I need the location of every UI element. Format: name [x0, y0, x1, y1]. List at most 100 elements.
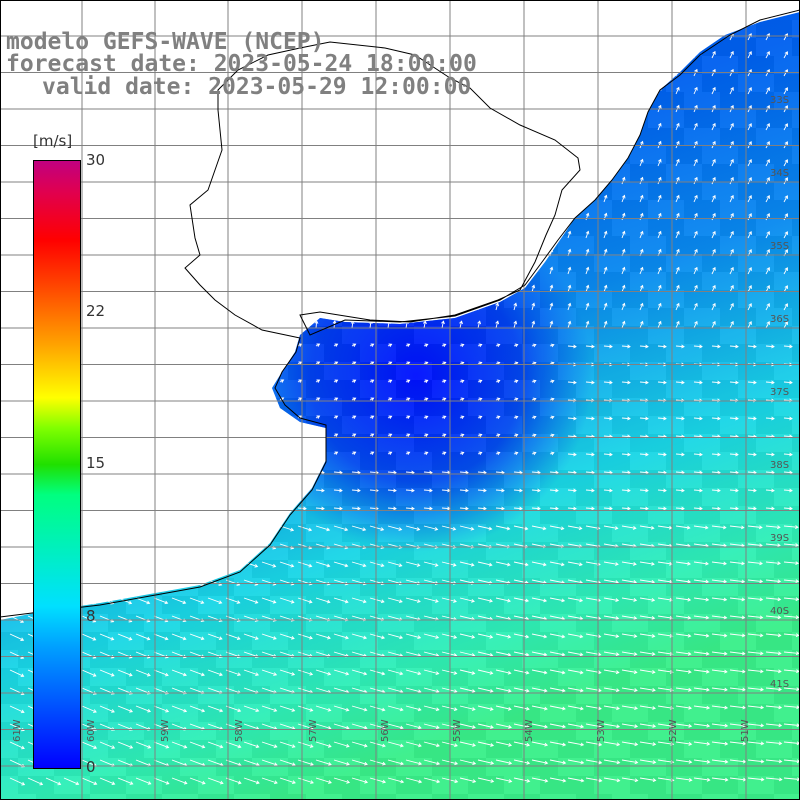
wind-arrow	[567, 345, 577, 348]
wind-arrow	[207, 451, 212, 455]
wind-arrowhead	[676, 140, 680, 145]
wind-arrowhead	[368, 230, 373, 234]
wind-arrowhead	[364, 761, 368, 766]
wind-arrow	[783, 723, 800, 726]
wind-arrowhead	[470, 526, 475, 531]
wind-arrow	[243, 633, 259, 640]
wind-arrow	[207, 379, 212, 383]
wind-arrowhead	[260, 176, 265, 180]
wind-arrowhead	[609, 506, 613, 511]
wind-arrow	[117, 320, 119, 329]
wind-arrowhead	[603, 320, 608, 325]
wind-arrowhead	[784, 303, 788, 307]
wind-arrowhead	[242, 320, 247, 324]
wind-arrowhead	[20, 709, 25, 714]
wind-arrow	[369, 303, 372, 311]
wind-arrowhead	[759, 615, 764, 620]
wind-arrowhead	[169, 320, 174, 324]
wind-arrowhead	[712, 158, 716, 163]
wind-arrowhead	[20, 601, 24, 605]
wind-arrowhead	[490, 725, 494, 729]
wind-arrow	[459, 507, 469, 510]
lon-label: 56W	[380, 719, 391, 742]
wind-arrowhead	[627, 452, 631, 457]
wind-arrowhead	[639, 158, 644, 163]
wind-arrowhead	[478, 379, 483, 384]
wind-arrowhead	[603, 266, 608, 271]
wind-arrow	[657, 687, 674, 691]
lon-label: 52W	[668, 719, 679, 742]
wind-arrowhead	[567, 68, 572, 73]
wind-arrow	[549, 195, 553, 203]
wind-arrowhead	[206, 176, 210, 180]
wind-arrowhead	[200, 600, 205, 605]
wind-arrow	[783, 705, 800, 708]
wind-arrow	[729, 741, 746, 745]
wind-arrowhead	[429, 488, 433, 493]
wind-arrowhead	[579, 670, 584, 675]
wind-arrow	[315, 302, 318, 311]
wind-arrowhead	[621, 68, 626, 73]
wind-arrowhead	[789, 344, 793, 349]
wind-arrow	[585, 525, 600, 529]
wind-arrow	[387, 669, 403, 675]
wind-arrow	[9, 561, 24, 569]
wind-arrow	[81, 579, 96, 587]
wind-arrowhead	[724, 687, 728, 692]
wind-arrow	[711, 195, 716, 203]
wind-arrowhead	[334, 451, 339, 455]
wind-arrowhead	[200, 564, 205, 568]
wind-arrowhead	[224, 176, 228, 180]
wind-arrowhead	[208, 415, 213, 419]
wind-arrow	[675, 687, 692, 691]
wind-arrowhead	[676, 302, 680, 307]
wind-arrowhead	[766, 195, 770, 199]
wind-arrow	[315, 158, 318, 167]
wind-arrowhead	[453, 599, 457, 603]
wind-arrow	[549, 597, 565, 602]
wind-arrowhead	[777, 651, 782, 656]
wind-arrow	[243, 361, 248, 365]
wind-arrow	[693, 159, 698, 167]
wind-arrow	[783, 687, 800, 690]
wind-arrowhead	[766, 321, 770, 325]
wind-arrow	[711, 741, 728, 745]
wind-arrow	[441, 687, 457, 693]
wind-arrow	[153, 343, 158, 347]
wind-arrowhead	[206, 320, 210, 324]
wind-arrowhead	[93, 745, 98, 749]
wind-arrowhead	[472, 761, 477, 766]
wind-arrow	[351, 597, 367, 603]
wind-arrow	[99, 343, 104, 347]
wind-arrow	[729, 489, 739, 492]
wind-arrowhead	[133, 320, 138, 324]
wind-arrowhead	[514, 379, 519, 384]
wind-arrow	[729, 33, 734, 41]
wind-arrow	[117, 451, 122, 455]
wind-arrowhead	[128, 636, 133, 641]
wind-arrowhead	[224, 140, 228, 144]
wind-arrowhead	[169, 104, 174, 108]
wind-arrow	[621, 633, 637, 637]
wind-arrowhead	[133, 212, 138, 216]
wind-arrow	[26, 87, 29, 95]
wind-arrow	[189, 561, 204, 568]
wind-arrow	[513, 597, 529, 602]
wind-arrowhead	[513, 212, 518, 217]
wind-arrowhead	[285, 488, 289, 493]
wind-arrowhead	[332, 266, 337, 270]
wind-arrowhead	[280, 397, 285, 401]
wind-arrow	[783, 759, 800, 762]
wind-arrowhead	[634, 706, 638, 711]
wind-arrow	[243, 433, 248, 437]
wind-arrow	[711, 177, 716, 185]
wind-arrow	[639, 417, 649, 420]
wind-arrow	[261, 561, 276, 567]
wind-arrow	[351, 489, 361, 492]
wind-arrowhead	[639, 302, 644, 307]
wind-arrow	[531, 669, 547, 674]
wind-arrow	[351, 669, 367, 675]
wind-arrow	[63, 777, 79, 785]
wind-arrowhead	[784, 69, 788, 73]
